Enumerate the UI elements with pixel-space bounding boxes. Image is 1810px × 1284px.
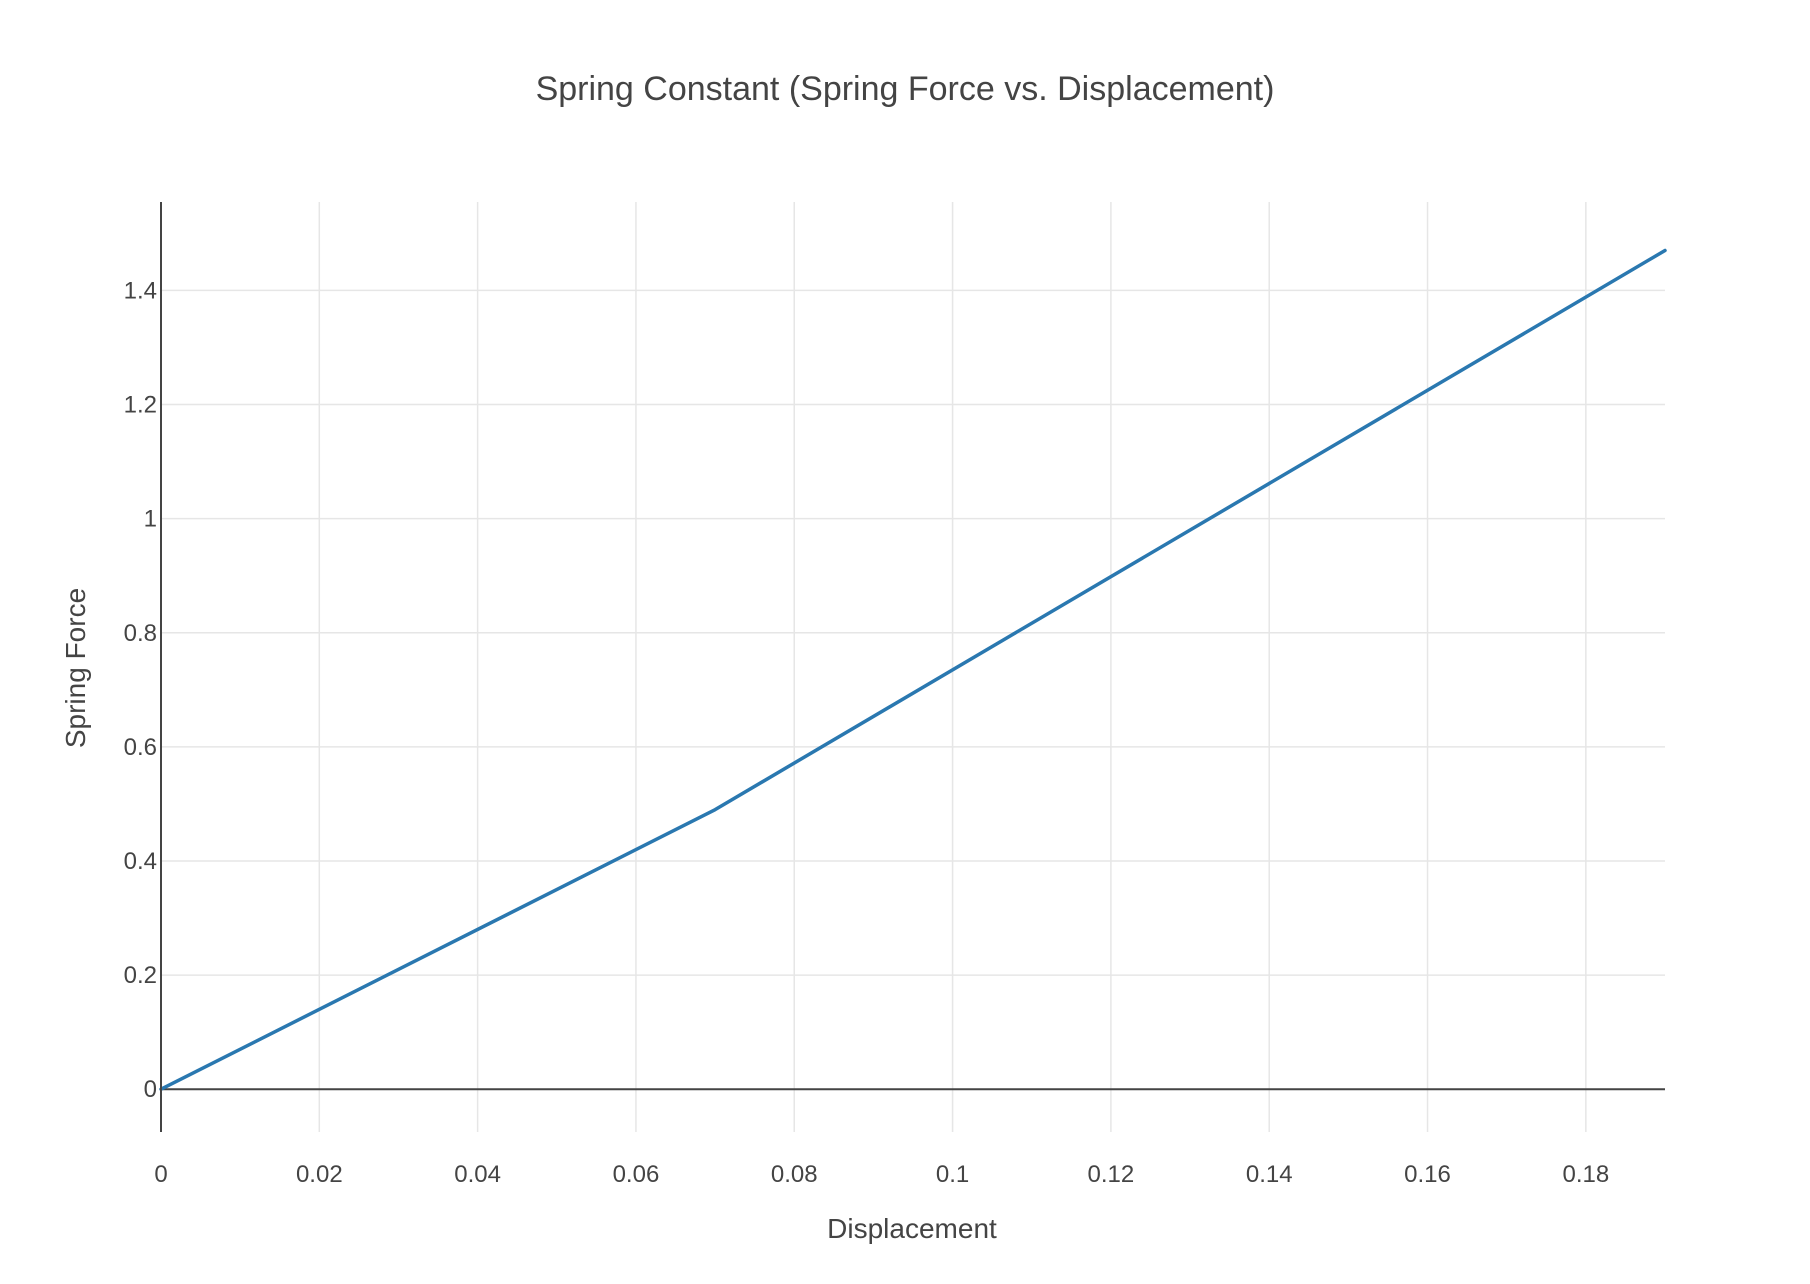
series-layer [159,248,1667,1091]
x-tick-label: 0.1 [936,1161,969,1188]
series-line [159,248,1667,1091]
y-tick-label: 0 [144,1076,157,1103]
y-tick-label: 1 [144,506,157,533]
x-tick-label: 0.12 [1088,1161,1135,1188]
x-tick-label: 0 [154,1161,167,1188]
x-tick-label: 0.14 [1246,1161,1293,1188]
x-tick-label: 0.16 [1404,1161,1451,1188]
x-tick-label: 0.04 [454,1161,501,1188]
y-axis-title: Spring Force [60,588,91,748]
chart-title: Spring Constant (Spring Force vs. Displa… [536,70,1275,108]
x-tick-label: 0.02 [296,1161,343,1188]
x-axis-title: Displacement [827,1213,997,1244]
y-tick-label: 1.4 [124,277,157,304]
y-tick-label: 0.4 [124,848,157,875]
y-tick-label: 1.2 [124,392,157,419]
y-tick-label: 0.2 [124,962,157,989]
y-tick-label: 0.8 [124,620,157,647]
grid-layer [161,202,1665,1132]
y-tick-label: 0.6 [124,734,157,761]
x-tick-label: 0.18 [1562,1161,1609,1188]
x-tick-label: 0.06 [613,1161,660,1188]
tick-label-layer: 0 0.02 0.04 0.06 0.08 0.1 0.12 0.14 0.16 0.18 0 0.2… [124,277,1610,1188]
x-tick-label: 0.08 [771,1161,818,1188]
